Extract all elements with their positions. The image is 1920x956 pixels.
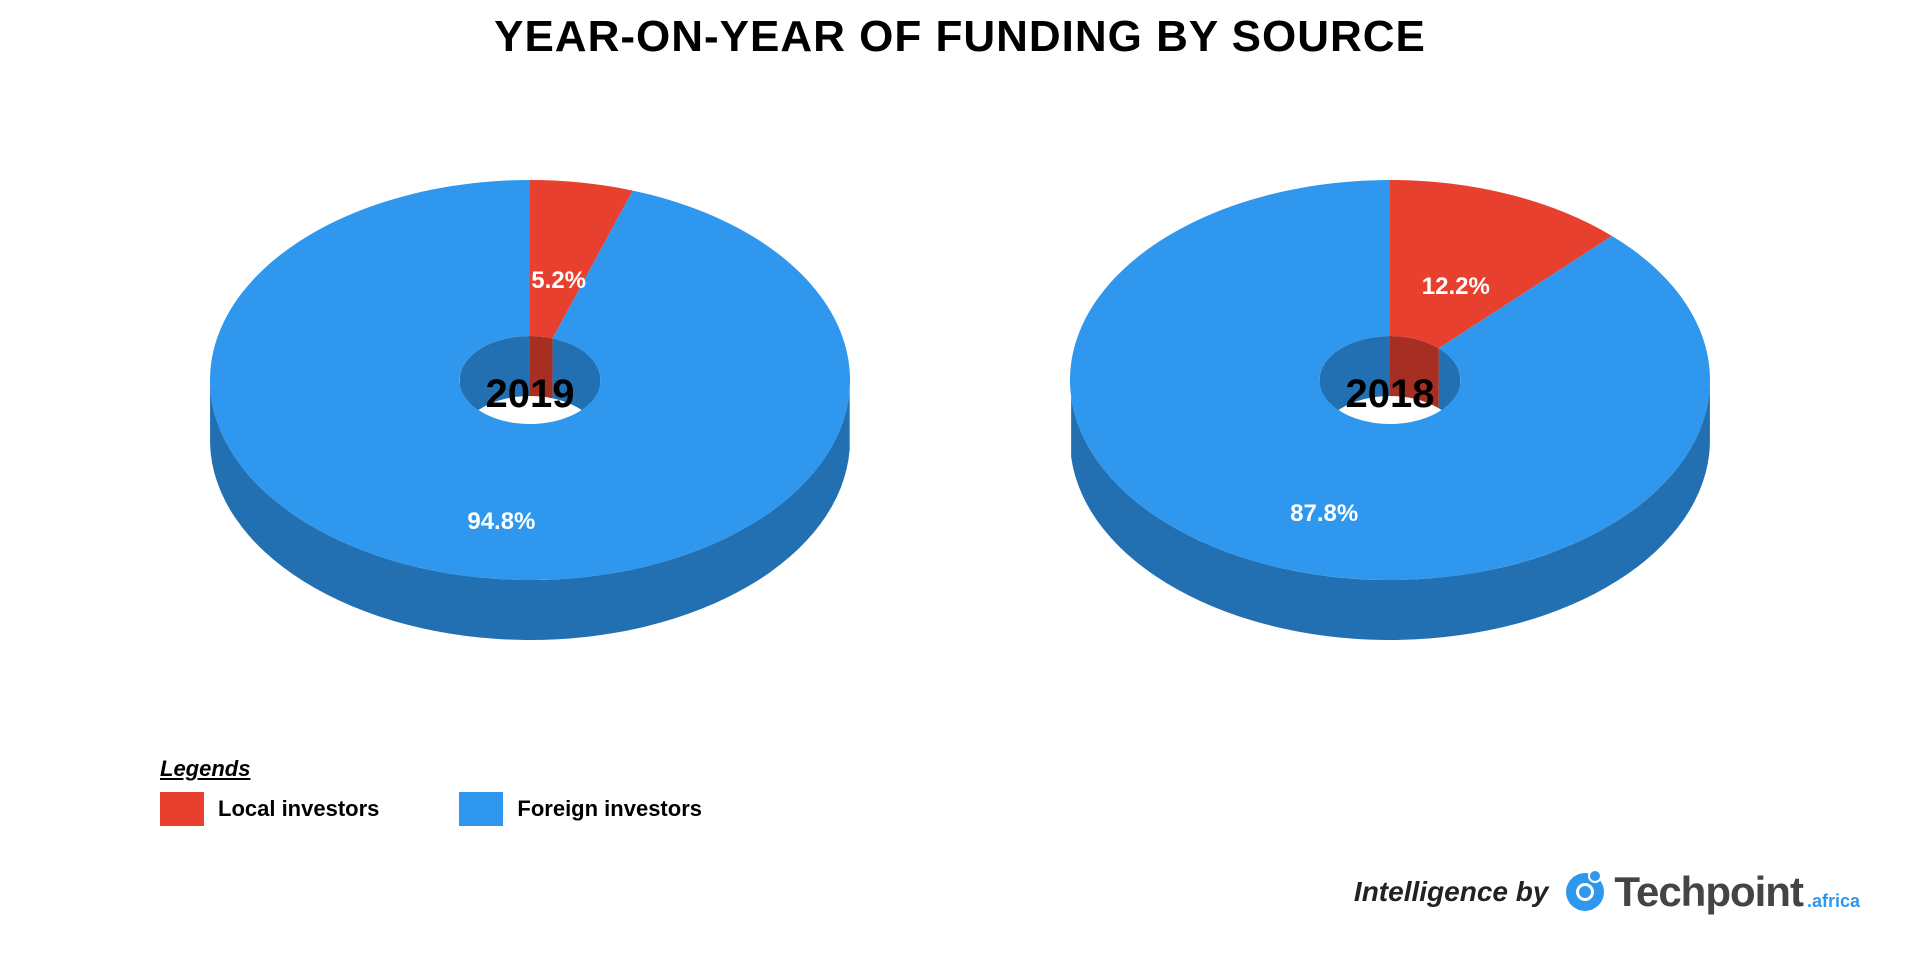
intelligence-by-text: Intelligence by (1354, 876, 1549, 908)
legend-item-local: Local investors (160, 792, 379, 826)
legend-swatch (160, 792, 204, 826)
chart-year-label: 2019 (486, 372, 575, 417)
legend-title: Legends (160, 756, 702, 782)
legend: Legends Local investors Foreign investor… (160, 756, 702, 826)
donut-chart-2019: 2019 5.2% 94.8% (170, 90, 890, 710)
techpoint-icon (1566, 873, 1604, 911)
legend-label: Foreign investors (517, 796, 702, 822)
techpoint-wordmark: Techpoint (1614, 868, 1803, 916)
slice-label-local: 5.2% (531, 267, 586, 295)
chart-year-label: 2018 (1346, 372, 1435, 417)
footer-attribution: Intelligence by Techpoint .africa (1354, 868, 1860, 916)
slice-label-local: 12.2% (1422, 273, 1490, 301)
techpoint-logo: Techpoint .africa (1566, 868, 1860, 916)
donut-chart-2018: 2018 12.2% 87.8% (1030, 90, 1750, 710)
charts-container: 2019 5.2% 94.8% 2018 12.2% 87.8% (0, 90, 1920, 790)
legend-items: Local investors Foreign investors (160, 792, 702, 826)
legend-label: Local investors (218, 796, 379, 822)
chart-title: YEAR-ON-YEAR OF FUNDING BY SOURCE (494, 12, 1426, 62)
slice-label-foreign: 87.8% (1290, 500, 1358, 528)
techpoint-suffix: .africa (1807, 891, 1860, 912)
legend-swatch (459, 792, 503, 826)
slice-label-foreign: 94.8% (467, 508, 535, 536)
legend-item-foreign: Foreign investors (459, 792, 702, 826)
